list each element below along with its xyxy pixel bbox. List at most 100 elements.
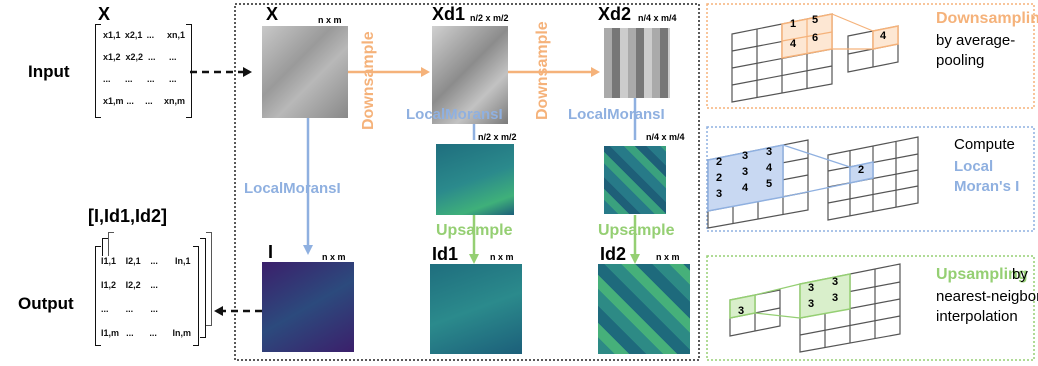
input-matrix-cell-4-1: x1,m (103, 96, 124, 106)
input-matrix: x1,1 x2,1... xn,1 x1,2 x2,2.................… (103, 30, 185, 118)
id2-size: n x m (656, 252, 680, 262)
id1-image (430, 264, 522, 354)
xd2-title: Xd2 (598, 4, 632, 24)
downsampling-grid (731, 13, 899, 103)
input-matrix-row-2: x1,2 x2,2...... (103, 52, 185, 74)
morans-grid (707, 136, 919, 229)
input-matrix-cell-4-3: ... (145, 96, 153, 106)
output-matrix-row-1: I1,1 I2,1... In,1 (101, 256, 191, 280)
upsampling-title: Upsampling (936, 266, 1028, 283)
lm1-size: n/2 x m/2 (478, 132, 517, 142)
morans-cell-7: 3 (716, 188, 723, 200)
morans-cell-1: 2 (716, 156, 723, 168)
output-matrix-cell-2-3: ... (150, 280, 158, 290)
upsample-label-2: Upsample (598, 222, 675, 239)
up-cell-2: 3 (832, 276, 839, 288)
x-size: n x m (318, 15, 342, 25)
morans-line-2: Local (954, 158, 994, 175)
xd1-size: n/2 x m/2 (470, 13, 509, 23)
morans-cell-9: 5 (766, 178, 773, 190)
input-label: Input (28, 62, 70, 81)
up-cell-4: 3 (832, 292, 839, 304)
morans-cell-2: 3 (742, 150, 749, 162)
x-title: X (266, 4, 279, 24)
ds-result: 4 (880, 30, 887, 42)
input-matrix-cell-3-4: ... (169, 74, 177, 84)
lm2-image (604, 146, 666, 214)
output-matrix-row-4: I1,m...... In,m (101, 328, 191, 352)
xd2-image (604, 28, 670, 98)
output-matrix-cell-3-3: ... (150, 304, 158, 314)
id2-title: Id2 (600, 244, 627, 264)
morans-line-1: Compute (954, 136, 1015, 153)
id1-title: Id1 (432, 244, 459, 264)
output-matrix-row-2: I1,2 I2,2... (101, 280, 191, 304)
downsampling-title: Downsampling (936, 10, 1038, 27)
pipeline-frame (234, 3, 700, 361)
input-matrix-cell-1-4: xn,1 (166, 30, 185, 40)
input-matrix-cell-2-4: ... (168, 52, 177, 62)
up-src: 3 (738, 305, 745, 317)
upsampling-desc-2: nearest-neigbor (936, 288, 1038, 305)
ds-cell-4: 6 (812, 32, 819, 44)
input-matrix-cell-4-4: xn,m (163, 96, 185, 106)
lm1-image (436, 144, 514, 215)
downsampling-desc-1: by average- (936, 32, 1016, 49)
morans-result: 2 (858, 164, 865, 176)
output-matrix-title: [I,Id1,Id2] (88, 206, 168, 226)
input-matrix-cell-4-2: ... (126, 96, 134, 106)
input-matrix-row-4: x1,m...... xn,m (103, 96, 185, 118)
morans-cell-3: 3 (766, 146, 773, 158)
input-matrix-title: X (98, 4, 111, 24)
output-matrix-cell-2-1: I1,2 (101, 280, 117, 290)
input-bracket-right (186, 24, 192, 118)
input-matrix-row-1: x1,1 x2,1... xn,1 (103, 30, 185, 52)
output-bracket-left (95, 246, 101, 346)
output-matrix-cell-1-4: In,1 (174, 256, 191, 266)
output-matrix-row-3: ......... (101, 304, 191, 328)
up-cell-1: 3 (808, 282, 815, 294)
output-matrix-cell-1-2: I2,1 (125, 256, 141, 266)
morans-cell-4: 2 (716, 172, 723, 184)
input-matrix-cell-1-1: x1,1 (103, 30, 121, 40)
localmorans-label-2: LocalMoransI (406, 106, 503, 123)
downsample-label-2: Downsample (534, 21, 551, 120)
input-matrix-cell-2-3: ... (148, 52, 156, 62)
id2-image (598, 264, 690, 354)
output-matrix-cell-3-2: ... (125, 304, 134, 314)
output-matrix-cell-4-4: In,m (172, 328, 191, 338)
output-matrix-cell-4-3: ... (149, 328, 157, 338)
output-matrix-cell-1-3: ... (150, 256, 158, 266)
input-matrix-row-3: ............ (103, 74, 185, 96)
morans-line-3: Moran's I (954, 178, 1020, 195)
downsample-label-1: Downsample (360, 31, 377, 130)
upsample-label-1: Upsample (436, 222, 513, 239)
output-matrix-cell-3-4 (175, 304, 191, 328)
upsampling-desc-3: interpolation (936, 308, 1018, 325)
localmorans-label-3: LocalMoransI (568, 106, 665, 123)
input-matrix-cell-2-2: x2,2 (125, 52, 144, 62)
output-matrix: I1,1 I2,1... In,1 I1,2 I2,2............ I1,m.… (101, 256, 191, 352)
x-image (262, 26, 348, 118)
i-image (262, 262, 354, 352)
downsampling-desc-2: pooling (936, 52, 985, 69)
morans-cell-6: 4 (766, 162, 773, 174)
input-matrix-cell-1-2: x2,1 (124, 30, 143, 40)
ds-cell-3: 4 (790, 38, 797, 50)
xd1-title: Xd1 (432, 4, 466, 24)
i-size: n x m (322, 252, 346, 262)
output-bracket-right (193, 246, 199, 346)
i-title: I (268, 242, 274, 262)
xd2-size: n/4 x m/4 (638, 13, 677, 23)
input-matrix-cell-3-1: ... (103, 74, 111, 84)
output-matrix-cell-2-2: I2,2 (125, 280, 141, 290)
morans-cell-8: 4 (742, 182, 749, 194)
input-matrix-cell-3-3: ... (147, 74, 155, 84)
id1-size: n x m (490, 252, 514, 262)
input-matrix-cell-1-3: ... (146, 30, 155, 40)
input-bracket-left (95, 24, 101, 118)
lm2-size: n/4 x m/4 (646, 132, 685, 142)
output-matrix-cell-4-1: I1,m (101, 328, 120, 338)
output-matrix-cell-1-1: I1,1 (101, 256, 117, 266)
